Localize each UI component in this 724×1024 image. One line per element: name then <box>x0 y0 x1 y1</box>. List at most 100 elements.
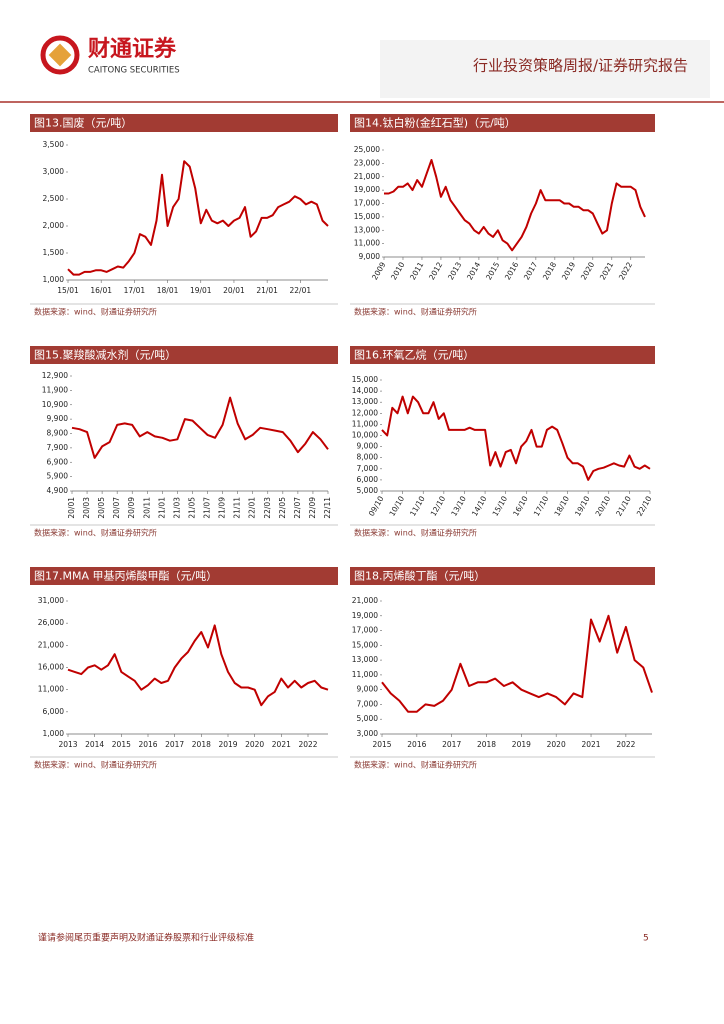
x-tick-label: 2018 <box>541 260 558 281</box>
y-tick-label: 19,000 <box>354 185 380 194</box>
figure-title-bar <box>350 346 655 364</box>
y-tick-label: 1,500 <box>43 248 65 257</box>
x-tick-label: 2022 <box>617 260 634 281</box>
x-tick-label: 15/10 <box>491 494 510 517</box>
x-tick-label: 21/01 <box>256 286 278 295</box>
x-tick-label: 21/09 <box>218 497 227 519</box>
logo-en: CAITONG SECURITIES <box>88 66 180 76</box>
x-tick-label: 2022 <box>298 740 317 749</box>
x-tick-label: 18/10 <box>552 494 571 517</box>
data-line <box>384 159 646 252</box>
y-tick-label: 11,900 <box>42 385 68 394</box>
y-tick-label: 13,000 <box>352 397 378 406</box>
y-tick-label: 21,000 <box>354 172 380 181</box>
y-tick-label: 5,000 <box>357 714 379 723</box>
x-tick-label: 21/11 <box>233 497 242 519</box>
y-tick-label: 8,900 <box>47 429 69 438</box>
x-tick-label: 2010 <box>389 260 406 281</box>
y-tick-label: 6,000 <box>43 707 65 716</box>
y-tick-label: 15,000 <box>352 375 378 384</box>
logo-cn: 财通证券 <box>88 36 177 62</box>
y-tick-label: 6,900 <box>47 457 69 466</box>
figure-title-bar <box>350 114 655 132</box>
y-tick-label: 12,900 <box>42 371 68 380</box>
x-tick-label: 2016 <box>138 740 157 749</box>
data-line <box>381 395 651 481</box>
y-tick-label: 13,000 <box>354 225 380 234</box>
x-tick-label: 2021 <box>272 740 291 749</box>
y-tick-label: 1,000 <box>43 729 65 738</box>
x-tick-label: 20/03 <box>82 497 91 519</box>
y-tick-label: 21,000 <box>38 640 64 649</box>
figure-title: 图14.钛白粉(金红石型)（元/吨） <box>354 116 516 130</box>
logo-center <box>48 43 72 67</box>
x-tick-label: 21/07 <box>203 497 212 519</box>
x-tick-label: 19/01 <box>190 286 212 295</box>
x-tick-label: 22/10 <box>635 494 654 517</box>
y-tick-label: 10,900 <box>42 400 68 409</box>
x-tick-label: 18/01 <box>157 286 179 295</box>
x-tick-label: 21/01 <box>157 497 166 519</box>
x-tick-label: 2015 <box>484 260 501 281</box>
y-tick-label: 11,000 <box>352 419 378 428</box>
x-tick-label: 2018 <box>477 740 496 749</box>
x-tick-label: 20/01 <box>67 497 76 519</box>
x-tick-label: 20/05 <box>97 497 106 519</box>
x-tick-label: 2015 <box>112 740 131 749</box>
x-tick-label: 20/11 <box>142 497 151 519</box>
x-tick-label: 22/03 <box>263 497 272 519</box>
header-skyline <box>380 40 710 98</box>
figure-source: 数据来源：wind、财通证券研究所 <box>34 760 157 770</box>
x-tick-label: 2020 <box>579 260 596 281</box>
x-tick-label: 22/11 <box>323 497 332 519</box>
data-line <box>67 160 329 276</box>
x-tick-label: 2021 <box>598 260 615 281</box>
y-tick-label: 15,000 <box>354 212 380 221</box>
doc-type: 行业投资策略周报/证券研究报告 <box>473 57 688 75</box>
x-tick-label: 2019 <box>512 740 531 749</box>
x-tick-label: 2016 <box>503 260 520 281</box>
data-line <box>381 614 653 713</box>
y-tick-label: 31,000 <box>38 596 64 605</box>
figure-source: 数据来源：wind、财通证券研究所 <box>354 760 477 770</box>
x-tick-label: 2017 <box>522 260 539 281</box>
y-tick-label: 3,500 <box>43 140 65 149</box>
x-tick-label: 2017 <box>442 740 461 749</box>
y-tick-label: 11,000 <box>352 670 378 679</box>
figure-title-bar <box>350 567 655 585</box>
y-tick-label: 16,000 <box>38 663 64 672</box>
x-tick-label: 2019 <box>218 740 237 749</box>
x-tick-label: 21/03 <box>172 497 181 519</box>
y-tick-label: 9,000 <box>357 685 379 694</box>
x-tick-label: 2011 <box>408 260 425 281</box>
x-tick-label: 20/09 <box>127 497 136 519</box>
data-line <box>71 396 329 459</box>
figure-title: 图17.MMA 甲基丙烯酸甲酯（元/吨） <box>34 569 217 583</box>
y-tick-label: 2,500 <box>43 194 65 203</box>
page-number: 5 <box>643 934 649 944</box>
y-tick-label: 7,000 <box>357 464 379 473</box>
y-tick-label: 11,000 <box>354 239 380 248</box>
x-tick-label: 2012 <box>427 260 444 281</box>
y-tick-label: 5,900 <box>47 472 69 481</box>
x-tick-label: 2020 <box>547 740 566 749</box>
x-tick-label: 14/10 <box>470 494 489 517</box>
x-tick-label: 2016 <box>407 740 426 749</box>
x-tick-label: 20/10 <box>594 494 613 517</box>
figure-title: 图18.丙烯酸丁酯（元/吨） <box>354 569 485 583</box>
y-tick-label: 12,000 <box>352 408 378 417</box>
y-tick-label: 4,900 <box>47 486 69 495</box>
x-tick-label: 15/01 <box>57 286 79 295</box>
y-tick-label: 26,000 <box>38 618 64 627</box>
figure-source: 数据来源：wind、财通证券研究所 <box>34 307 157 317</box>
y-tick-label: 19,000 <box>352 611 378 620</box>
x-tick-label: 17/10 <box>532 494 551 517</box>
x-tick-label: 21/05 <box>187 497 196 519</box>
x-tick-label: 22/09 <box>308 497 317 519</box>
y-tick-label: 9,000 <box>359 252 381 261</box>
y-tick-label: 3,000 <box>43 167 65 176</box>
x-tick-label: 22/01 <box>248 497 257 519</box>
x-tick-label: 22/07 <box>293 497 302 519</box>
y-tick-label: 3,000 <box>357 729 379 738</box>
